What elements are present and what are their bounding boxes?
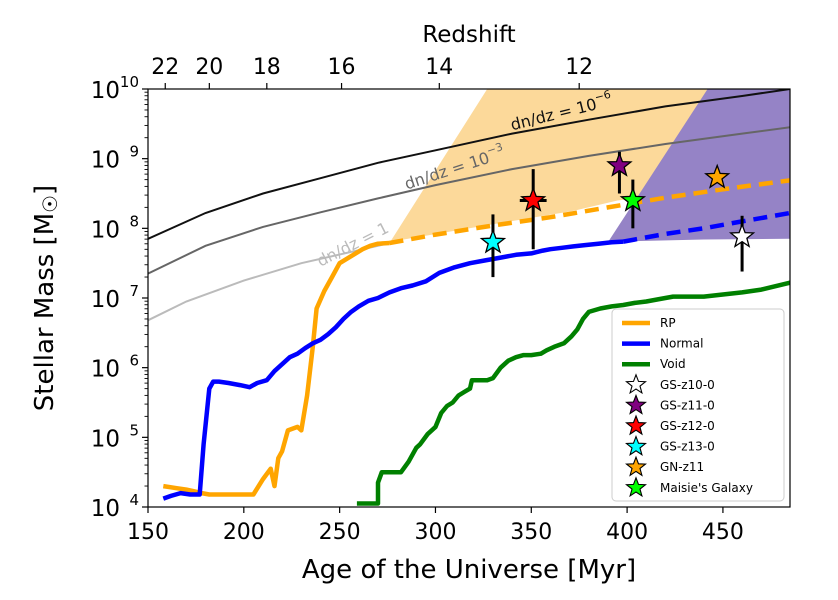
y-axis-label-text: Stellar Mass [M (30, 213, 60, 411)
dn3-curve (148, 126, 790, 275)
top-tick-label: 20 (195, 55, 223, 80)
top-tick-label: 22 (151, 55, 179, 80)
y-tick-exponent: 6 (129, 352, 139, 370)
y-tick-exponent: 7 (129, 282, 139, 300)
y-tick-exponent: 10 (120, 73, 139, 91)
top-tick-label: 18 (253, 55, 281, 80)
y-tick-exponent: 9 (129, 143, 139, 161)
legend-label: Void (660, 357, 686, 371)
galaxy-point-layer (479, 151, 756, 278)
legend-box (611, 308, 785, 502)
top-tick-label: 12 (565, 55, 593, 80)
rp-dashed-line (389, 178, 790, 246)
x-tick-label: 200 (223, 520, 265, 545)
y-tick-label: 10 (91, 148, 120, 174)
x-tick-label: 300 (414, 520, 456, 545)
x-axis-label: Age of the Universe [Myr] (302, 555, 636, 585)
legend-label: Maisie's Galaxy (660, 481, 753, 495)
star-marker (728, 222, 756, 248)
y-tick-exponent: 5 (129, 421, 139, 439)
void-line (356, 280, 790, 506)
star-marker (606, 151, 633, 177)
rp-line (162, 240, 390, 497)
y-axis-label-close: ] (30, 185, 60, 195)
legend-star-icon (625, 476, 647, 498)
y-tick-exponent: 8 (129, 212, 139, 230)
y-tick-exponent: 4 (129, 491, 139, 509)
y-tick-label: 10 (91, 357, 120, 383)
legend-star-icon (625, 393, 647, 415)
y-tick-label: 10 (91, 287, 120, 313)
x-tick-label: 400 (606, 520, 648, 545)
legend-label: GS-z12-0 (660, 419, 715, 433)
legend-label: GS-z11-0 (660, 398, 715, 412)
x-tick-label: 250 (319, 520, 361, 545)
y-tick-label: 10 (91, 78, 120, 104)
star-marker (704, 163, 731, 189)
star-marker (520, 186, 547, 212)
y-axis-label: Stellar Mass [M☉] (30, 185, 62, 411)
star-marker (619, 186, 647, 212)
top-axis-label: Redshift (422, 22, 515, 48)
legend-label: RP (660, 316, 676, 330)
legend-star-icon (625, 455, 647, 477)
legend-label: GS-z10-0 (660, 378, 715, 392)
x-tick-label: 150 (127, 520, 169, 545)
top-tick-label: 16 (328, 55, 356, 80)
dn6-label-exp: −6 (593, 88, 612, 105)
legend-star-icon (625, 435, 647, 456)
star-marker (479, 228, 507, 254)
legend-label: Normal (660, 337, 703, 351)
y-axis-label-symbol: ☉ (38, 195, 62, 213)
y-tick-label: 10 (91, 496, 120, 522)
legend-label: GN-z11 (660, 460, 704, 474)
legend: RP Normal Void GS-z10-0 GS-z11-0 GS-z12-0 GS-z… (611, 308, 785, 502)
dn6-curve (148, 89, 790, 240)
y-tick-label: 10 (91, 426, 120, 452)
dn3-label-exp: −3 (485, 140, 504, 157)
top-tick-label: 14 (425, 55, 453, 80)
legend-label: GS-z13-0 (660, 440, 715, 454)
legend-star-icon (625, 414, 647, 436)
normal-line (162, 239, 624, 501)
series-layer (162, 178, 790, 506)
y-tick-label: 10 (91, 217, 120, 243)
legend-star-icon (625, 373, 647, 395)
region-layer (387, 89, 790, 243)
normal-dashed-line (622, 210, 790, 244)
x-tick-label: 350 (510, 520, 552, 545)
x-tick-label: 450 (702, 520, 744, 545)
normal-region (607, 89, 790, 243)
